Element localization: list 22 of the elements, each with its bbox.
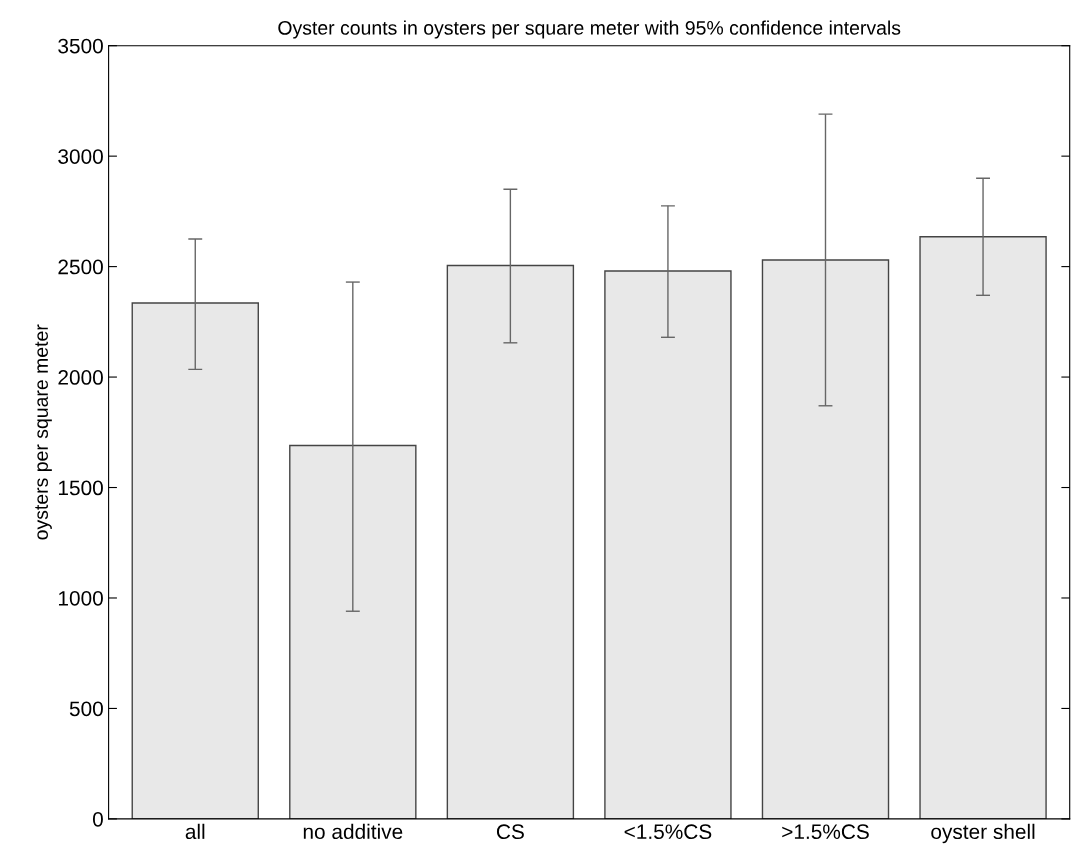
- y-tick-label: 0: [92, 811, 103, 827]
- x-tick-label: no additive: [303, 823, 403, 840]
- bar: [131, 302, 259, 819]
- y-tick-label: 500: [69, 701, 103, 717]
- x-tick-label: <1.5%CS: [624, 824, 712, 840]
- bar: [604, 270, 732, 819]
- bar: [919, 236, 1047, 819]
- bar: [761, 259, 890, 819]
- y-tick-label: 3500: [58, 38, 103, 54]
- x-tick-label: oyster shell: [931, 823, 1035, 844]
- x-tick-label: CS: [496, 824, 524, 840]
- x-tick-label: all: [185, 823, 205, 840]
- bar: [289, 444, 417, 819]
- y-tick-label: 1500: [58, 480, 103, 496]
- y-tick-label: 2000: [58, 370, 103, 385]
- y-tick-label: 3000: [58, 149, 103, 164]
- chart-title: Oyster counts in oysters per square meter with 95% confidence intervals: [278, 20, 901, 39]
- bar: [446, 264, 575, 819]
- y-tick-label: 1000: [58, 590, 103, 606]
- y-tick-label: 2500: [58, 259, 103, 275]
- x-tick-label: >1.5%CS: [782, 824, 869, 840]
- y-axis-title: oysters per square meter: [35, 324, 52, 540]
